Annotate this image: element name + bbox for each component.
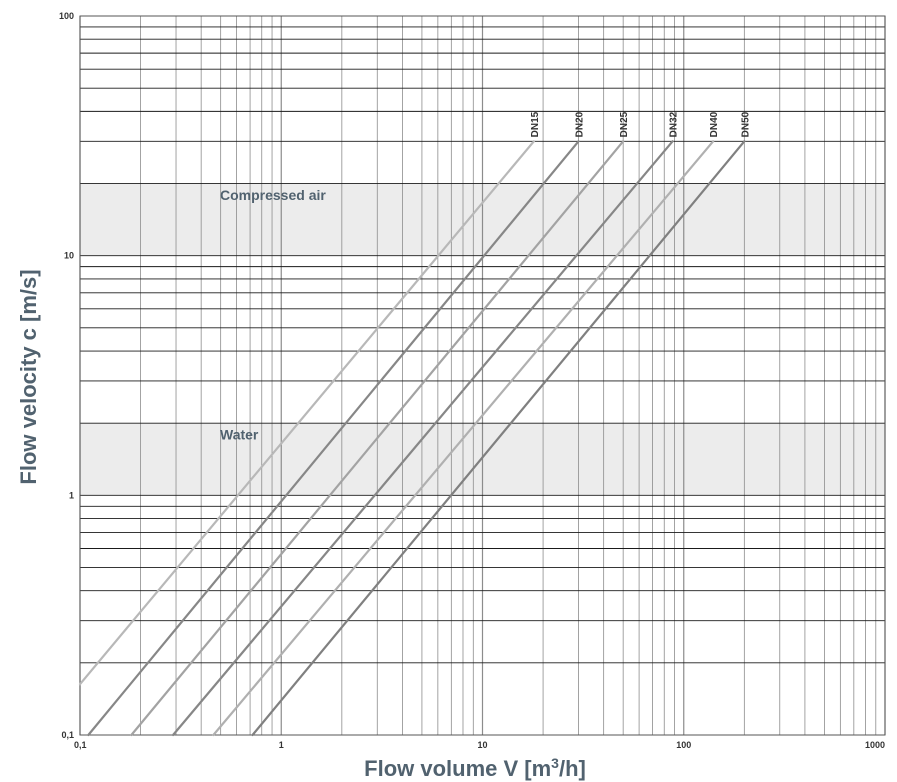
band-label-0: Compressed air xyxy=(220,187,326,203)
band-label-1: Water xyxy=(220,427,259,443)
y-tick-label: 10 xyxy=(64,251,74,261)
y-tick-label: 0,1 xyxy=(61,730,74,740)
series-line-dn25 xyxy=(130,140,625,737)
plot-frame xyxy=(79,15,886,736)
grid-layer xyxy=(79,15,886,736)
x-tick-label: 1000 xyxy=(865,740,885,750)
series-label-dn20: DN20 xyxy=(575,111,586,137)
series-line-dn40 xyxy=(212,140,715,737)
x-tick-label: 1 xyxy=(279,740,284,750)
series-label-dn40: DN40 xyxy=(709,111,720,137)
series-label-dn25: DN25 xyxy=(619,111,630,137)
y-axis-title: Flow velocity c [m/s] xyxy=(16,269,41,484)
labels-layer: Compressed air Water DN15 DN20 DN25 DN32 DN40 D… xyxy=(59,11,885,750)
y-tick-label: 1 xyxy=(69,490,74,500)
x-axis-title: Flow volume V [m3/h] xyxy=(364,755,586,781)
series-label-dn50: DN50 xyxy=(740,111,751,137)
series-layer xyxy=(78,140,746,737)
series-line-dn20 xyxy=(87,140,580,737)
series-line-dn15 xyxy=(78,140,535,686)
x-tick-label: 10 xyxy=(477,740,487,750)
x-tick-label: 0,1 xyxy=(74,740,87,750)
series-label-dn32: DN32 xyxy=(669,111,680,137)
series-line-dn50 xyxy=(251,140,746,737)
series-line-dn32 xyxy=(171,140,674,737)
y-tick-label: 100 xyxy=(59,11,74,21)
x-tick-label: 100 xyxy=(676,740,691,750)
series-label-dn15: DN15 xyxy=(530,111,541,137)
